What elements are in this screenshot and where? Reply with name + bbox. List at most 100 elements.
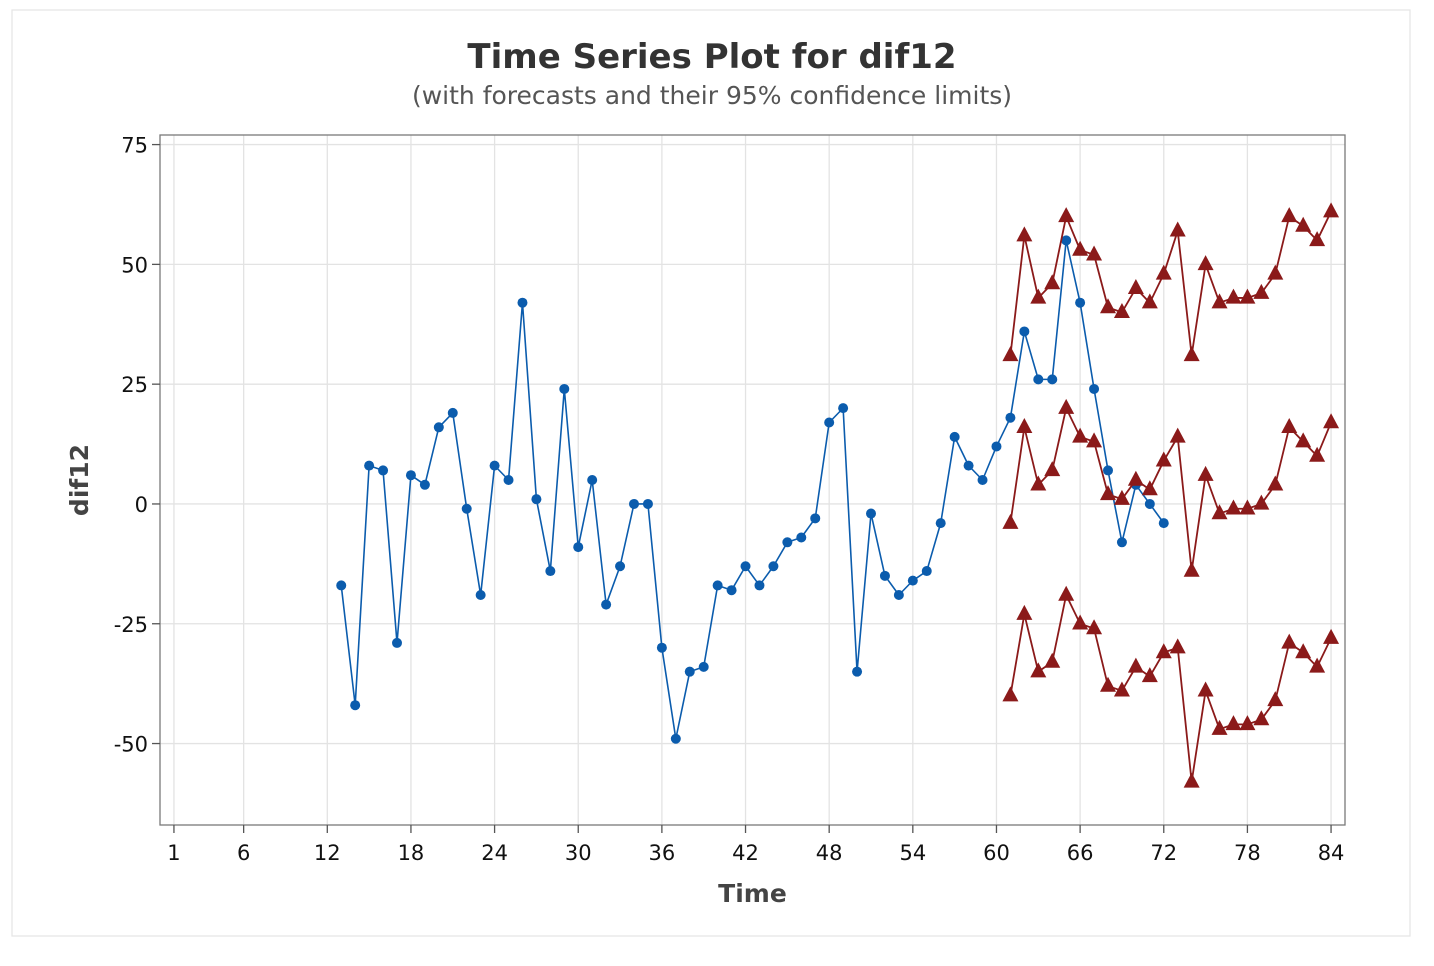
data-point-upper-limit	[1253, 283, 1270, 299]
data-point-upper-limit	[1323, 202, 1340, 218]
data-point-lower-limit	[1281, 633, 1298, 649]
data-point-forecast	[1295, 432, 1312, 448]
data-point-observed	[350, 700, 361, 711]
data-point-lower-limit	[1239, 715, 1256, 731]
data-point-forecast	[1113, 489, 1130, 505]
data-point-observed	[573, 542, 584, 553]
data-point-observed	[1103, 465, 1113, 476]
data-point-upper-limit	[1239, 288, 1256, 304]
data-point-upper-limit	[1197, 255, 1214, 271]
x-axis-title: Time	[718, 879, 787, 908]
data-point-observed	[615, 561, 626, 572]
data-point-forecast	[1169, 427, 1186, 443]
series-line-lower-limit	[1009, 594, 1332, 783]
data-point-upper-limit	[1141, 293, 1158, 309]
y-tick-label: 25	[121, 373, 148, 397]
data-point-forecast	[1253, 494, 1270, 510]
data-point-forecast	[1281, 417, 1298, 433]
data-point-lower-limit	[1267, 691, 1284, 707]
data-point-upper-limit	[1281, 207, 1298, 223]
data-point-observed	[642, 498, 653, 509]
x-tick-label: 42	[732, 841, 759, 865]
data-point-forecast	[1072, 427, 1089, 443]
data-point-observed	[364, 460, 375, 471]
data-point-upper-limit	[1155, 264, 1172, 280]
data-point-observed	[433, 422, 444, 433]
data-point-observed	[531, 494, 542, 505]
data-point-upper-limit	[1211, 293, 1228, 309]
data-point-forecast	[1323, 413, 1340, 429]
data-point-observed	[405, 470, 416, 481]
data-point-upper-limit	[1183, 346, 1200, 362]
data-point-observed	[740, 561, 751, 572]
data-point-lower-limit	[1197, 681, 1214, 697]
data-point-forecast	[1239, 499, 1256, 515]
data-point-lower-limit	[1072, 614, 1089, 630]
series-line-forecast	[1009, 407, 1332, 572]
data-point-observed	[601, 599, 612, 610]
data-point-observed	[1116, 537, 1127, 548]
data-point-lower-limit	[1323, 628, 1340, 644]
data-point-lower-limit	[1169, 638, 1186, 654]
data-point-observed	[1075, 297, 1086, 308]
data-point-upper-limit	[1309, 231, 1326, 247]
data-point-observed	[656, 642, 667, 653]
data-point-lower-limit	[1058, 585, 1075, 601]
x-tick-label: 24	[481, 841, 508, 865]
data-point-lower-limit	[1086, 619, 1103, 635]
data-point-observed	[503, 475, 514, 485]
data-point-forecast	[1100, 485, 1116, 501]
x-tick-label: 78	[1234, 841, 1261, 865]
chart-title: Time Series Plot for dif12	[467, 37, 956, 77]
data-point-observed	[545, 566, 556, 577]
data-point-observed	[1089, 383, 1100, 394]
data-point-observed	[1033, 374, 1044, 385]
y-tick-label: 0	[135, 493, 148, 517]
data-point-upper-limit	[1086, 245, 1103, 261]
data-point-observed	[1158, 518, 1169, 529]
data-point-observed	[629, 498, 639, 509]
series-upper-limit	[1002, 202, 1340, 362]
x-tick-label: 60	[983, 841, 1010, 865]
data-point-forecast	[1086, 432, 1103, 448]
chart-subtitle: (with forecasts and their 95% confidence…	[412, 81, 1012, 110]
data-point-forecast	[1309, 446, 1326, 462]
x-tick-label: 18	[398, 841, 425, 865]
data-point-observed	[921, 566, 932, 577]
x-tick-label: 72	[1150, 841, 1177, 865]
data-point-observed	[698, 661, 709, 672]
data-point-forecast	[1016, 417, 1033, 433]
data-point-forecast	[1225, 499, 1242, 515]
data-point-upper-limit	[1127, 279, 1144, 295]
x-tick-label: 30	[565, 841, 592, 865]
data-point-observed	[796, 532, 807, 543]
data-point-forecast	[1183, 561, 1200, 577]
data-point-lower-limit	[1113, 681, 1130, 697]
data-point-lower-limit	[1044, 652, 1061, 668]
data-point-lower-limit	[1211, 719, 1228, 735]
y-tick-label: 50	[121, 253, 148, 277]
data-point-forecast	[1044, 461, 1061, 477]
data-point-observed	[461, 503, 472, 514]
y-tick-label: 75	[121, 134, 148, 158]
x-tick-label: 84	[1318, 841, 1345, 865]
x-tick-label: 36	[649, 841, 676, 865]
data-point-observed	[1061, 235, 1072, 246]
data-point-forecast	[1127, 470, 1144, 486]
data-point-observed	[336, 580, 347, 591]
data-point-observed	[949, 431, 960, 442]
x-tick-label: 6	[237, 841, 250, 865]
data-point-upper-limit	[1100, 298, 1116, 314]
data-point-forecast	[1141, 480, 1158, 496]
data-point-observed	[866, 508, 876, 519]
data-point-upper-limit	[1030, 288, 1047, 304]
data-point-observed	[963, 460, 974, 471]
data-point-upper-limit	[1002, 346, 1019, 362]
data-point-observed	[475, 590, 486, 600]
chart-background	[11, 9, 1411, 937]
data-point-lower-limit	[1100, 676, 1116, 692]
data-point-observed	[1005, 412, 1016, 423]
data-point-observed	[419, 479, 430, 490]
data-point-lower-limit	[1295, 643, 1312, 659]
